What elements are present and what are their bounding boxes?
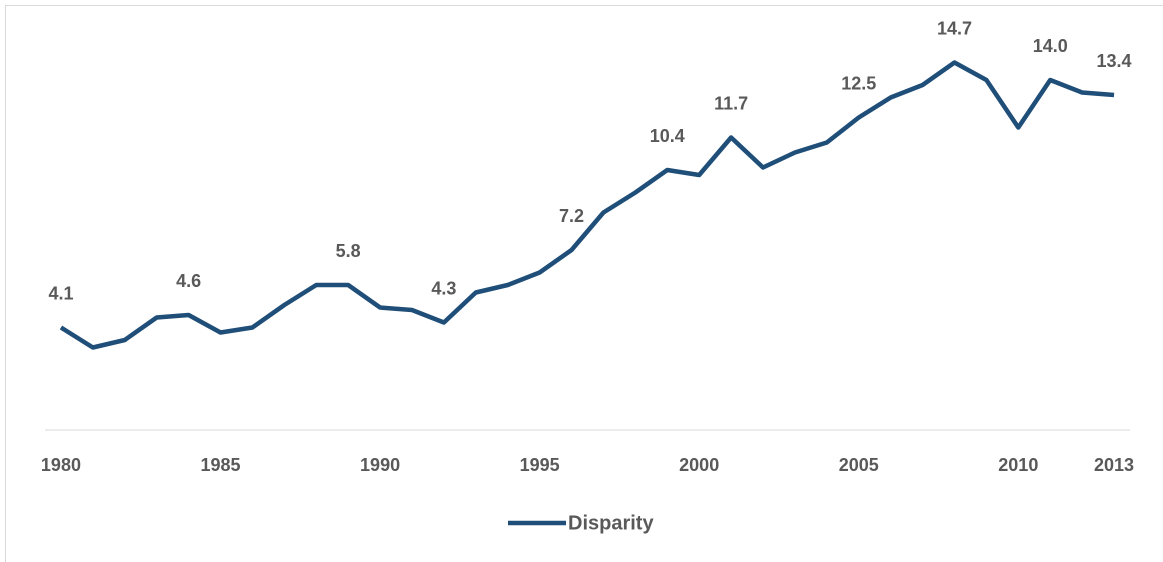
data-label: 7.2 — [559, 206, 584, 226]
x-tick-label: 1985 — [200, 455, 240, 475]
data-label: 14.0 — [1033, 36, 1068, 56]
x-tick-label: 1980 — [41, 455, 81, 475]
data-label: 4.3 — [431, 278, 456, 298]
data-label: 4.1 — [48, 283, 73, 303]
data-label: 12.5 — [841, 73, 876, 93]
data-line — [59, 60, 1115, 350]
x-tick-label: 2010 — [998, 455, 1038, 475]
data-label: 14.7 — [937, 18, 972, 38]
data-label: 5.8 — [336, 241, 361, 261]
data-label: 10.4 — [650, 126, 685, 146]
x-tick-label: 1990 — [360, 455, 400, 475]
data-label: 11.7 — [714, 93, 748, 113]
chart-border — [5, 5, 1163, 562]
x-tick-label: 1995 — [520, 455, 560, 475]
data-label: 13.4 — [1097, 51, 1132, 71]
data-label: 4.6 — [176, 271, 201, 291]
x-tick-label: 2005 — [839, 455, 879, 475]
x-tick-label: 2000 — [679, 455, 719, 475]
legend-label: Disparity — [568, 512, 654, 534]
x-tick-label: 2013 — [1094, 455, 1134, 475]
